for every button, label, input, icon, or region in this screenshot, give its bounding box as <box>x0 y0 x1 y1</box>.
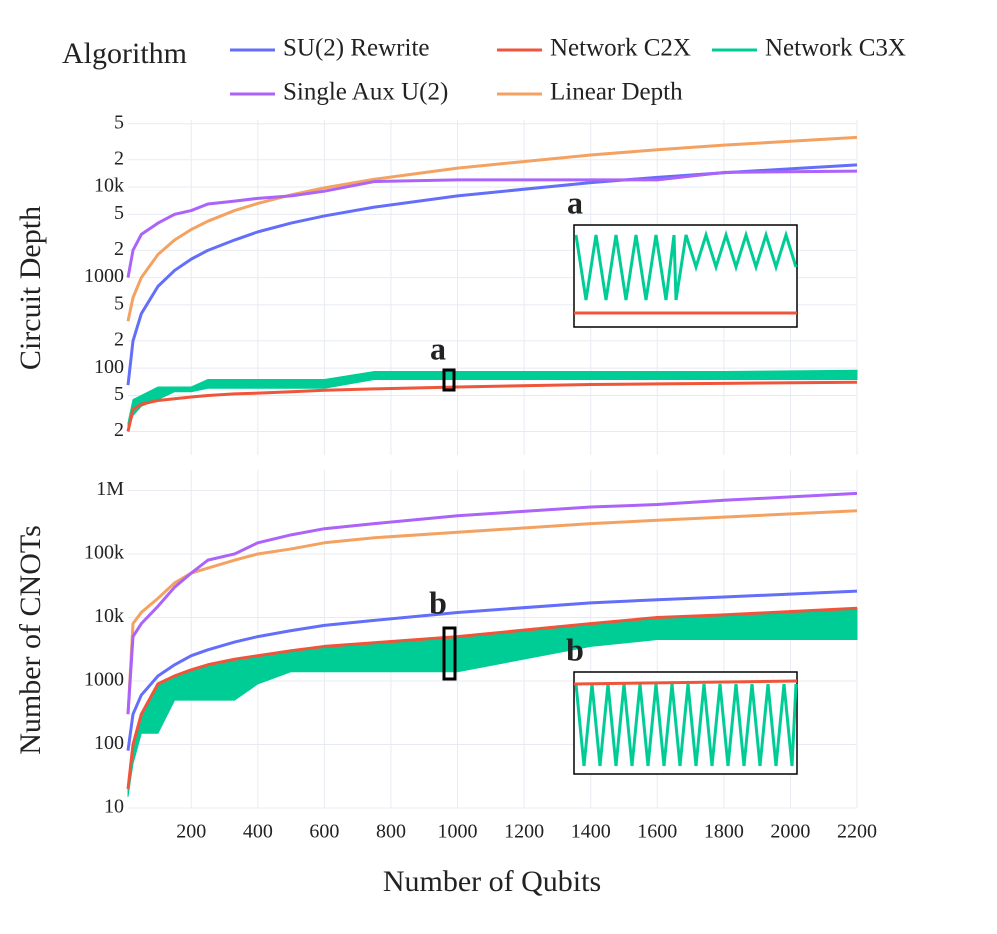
legend-label: Single Aux U(2) <box>283 79 448 106</box>
y-tick-label: 2 <box>114 419 124 441</box>
y-tick-label: 5 <box>114 202 124 224</box>
inset-label: b <box>429 584 447 620</box>
legend-label: Network C3X <box>765 35 906 62</box>
legend-label: SU(2) Rewrite <box>283 35 430 62</box>
y-tick-label: 100k <box>84 542 124 564</box>
line <box>126 606 858 790</box>
x-tick-label: 1800 <box>704 821 744 843</box>
inset-label: b <box>566 631 584 667</box>
inset <box>573 224 798 328</box>
x-tick-label: 200 <box>176 821 206 843</box>
x-tick-label: 1400 <box>571 821 611 843</box>
x-tick-label: 600 <box>309 821 339 843</box>
y-tick-label: 5 <box>114 111 124 133</box>
line <box>126 491 858 715</box>
x-tick-label: 2200 <box>837 821 877 843</box>
x-tick-label: 1000 <box>438 821 478 843</box>
inset-label: a <box>430 330 446 366</box>
y-axis-title: Circuit Depth <box>14 206 47 370</box>
line <box>126 589 858 751</box>
legend-label: Network C2X <box>550 35 691 62</box>
x-tick-label: 800 <box>376 821 406 843</box>
y-tick-label: 2 <box>114 329 124 351</box>
legend: SU(2) Rewrite Network C2X Network C3X Singl… <box>230 35 906 106</box>
y-tick-label: 100 <box>94 732 124 754</box>
y-tick-label: 2 <box>114 238 124 260</box>
legend-title: Algorithm <box>62 37 187 70</box>
y-tick-label: 1000 <box>84 669 124 691</box>
y-tick-label: 10k <box>94 605 124 627</box>
inset-label: a <box>567 184 583 220</box>
y-axis-title: Number of CNOTs <box>14 525 47 755</box>
y-tick-label: 10 <box>104 796 124 818</box>
highlight-box <box>442 368 456 392</box>
band <box>127 369 858 432</box>
line <box>126 380 858 432</box>
x-tick-label: 400 <box>243 821 273 843</box>
y-tick-label: 1M <box>96 478 124 500</box>
line <box>126 509 858 715</box>
y-tick-label: 5 <box>114 383 124 405</box>
plot <box>126 135 858 797</box>
y-tick-label: 10k <box>94 175 124 197</box>
line <box>126 135 858 322</box>
x-tick-label: 2000 <box>770 821 810 843</box>
grid: 2 5 100 2 5 1000 2 5 10k 2 5 10 100 1000 10k 100k 1M 200 4… <box>84 111 877 842</box>
highlight-box <box>442 626 457 681</box>
inset <box>573 671 798 775</box>
y-tick-label: 5 <box>114 292 124 314</box>
x-tick-label: 1200 <box>504 821 544 843</box>
legend-label: Linear Depth <box>550 79 683 106</box>
y-tick-label: 1000 <box>84 265 124 287</box>
x-tick-label: 1600 <box>637 821 677 843</box>
line <box>126 169 858 278</box>
x-axis-title: Number of Qubits <box>383 865 601 898</box>
y-tick-label: 2 <box>114 147 124 169</box>
y-tick-label: 100 <box>94 356 124 378</box>
